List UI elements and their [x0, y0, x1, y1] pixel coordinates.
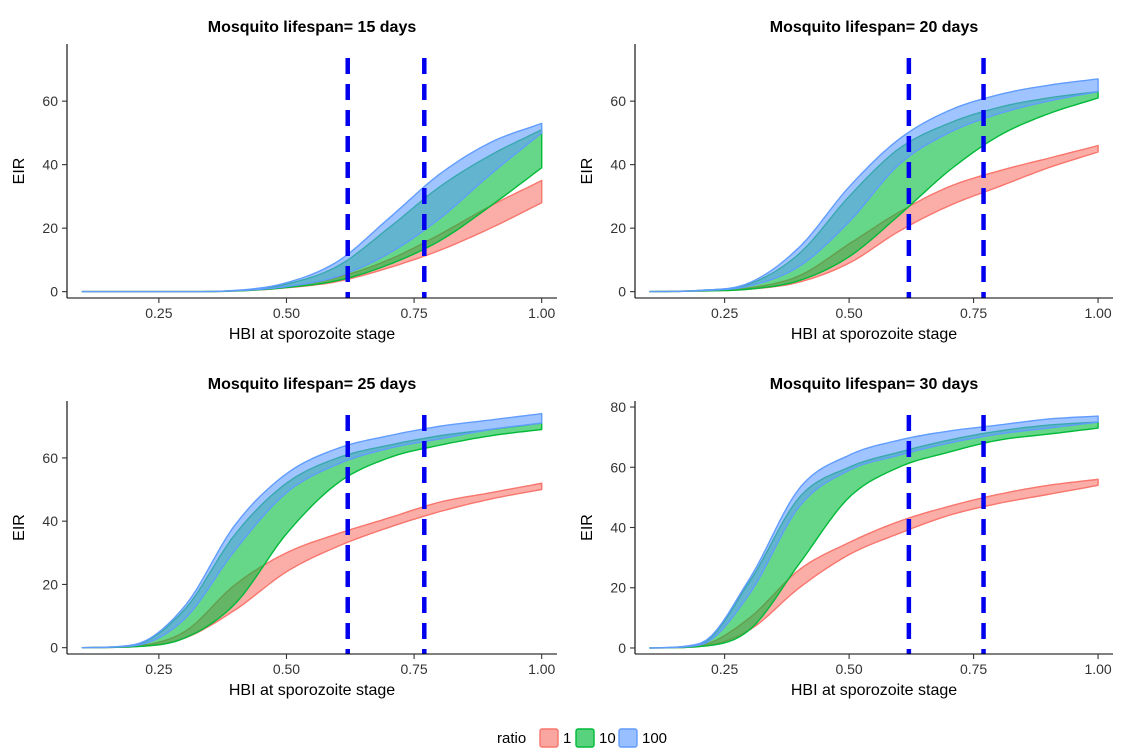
y-tick-label: 0 [50, 640, 58, 656]
x-tick-label: 0.75 [400, 661, 427, 677]
x-tick-label: 0.25 [145, 661, 172, 677]
y-tick-label: 0 [618, 284, 626, 300]
panel-title: Mosquito lifespan= 15 days [208, 19, 417, 36]
ribbon-ratio-10 [81, 422, 543, 649]
ribbon-ratio-100 [649, 78, 1099, 293]
ribbon-ratio-100 [649, 415, 1099, 649]
x-tick-label: 0.75 [960, 305, 987, 321]
y-tick-label: 40 [610, 520, 626, 536]
panel-3: Mosquito lifespan= 25 days 0.25 0.50 0.75 1.… [11, 376, 557, 699]
x-tick-label: 0.25 [145, 305, 172, 321]
legend-label-100: 100 [642, 730, 667, 747]
y-tick-label: 0 [618, 640, 626, 656]
x-tick-label: 1.00 [528, 661, 555, 677]
y-tick-label: 80 [610, 399, 626, 415]
panel-1: Mosquito lifespan= 15 days 0.25 0.50 0.75 1.… [11, 19, 557, 343]
legend: ratio 1 10 100 [497, 728, 667, 748]
y-tick-label: 60 [610, 93, 626, 109]
y-axis-label: EIR [11, 514, 28, 541]
y-tick-label: 40 [42, 157, 58, 173]
x-axis-label: HBI at sporozoite stage [791, 326, 957, 343]
y-tick-label: 40 [610, 157, 626, 173]
ribbon-ratio-100 [81, 122, 543, 293]
x-tick-label: 1.00 [1084, 305, 1111, 321]
x-axis-label: HBI at sporozoite stage [229, 326, 395, 343]
y-tick-label: 20 [610, 580, 626, 596]
y-axis-label: EIR [579, 514, 596, 541]
y-tick-label: 20 [42, 576, 58, 592]
x-tick-label: 0.25 [711, 305, 738, 321]
x-axis-label: HBI at sporozoite stage [229, 682, 395, 699]
ribbon-ratio-100 [81, 412, 543, 649]
x-tick-label: 0.50 [835, 305, 862, 321]
y-tick-label: 20 [610, 220, 626, 236]
legend-label-1: 1 [563, 730, 571, 747]
ribbon-ratio-1 [649, 478, 1099, 649]
x-tick-label: 0.50 [273, 661, 300, 677]
y-tick-label: 60 [42, 93, 58, 109]
legend-key-100 [618, 728, 638, 748]
panel-title: Mosquito lifespan= 20 days [770, 19, 979, 36]
y-axis-label: EIR [11, 158, 28, 185]
y-tick-label: 40 [42, 513, 58, 529]
x-tick-label: 0.50 [273, 305, 300, 321]
ribbon-ratio-1 [81, 482, 543, 649]
legend-title: ratio [497, 730, 526, 747]
legend-key-1 [539, 728, 559, 748]
x-tick-label: 0.75 [400, 305, 427, 321]
panel-title: Mosquito lifespan= 30 days [770, 376, 979, 393]
legend-label-10: 10 [599, 730, 616, 747]
y-tick-label: 20 [42, 220, 58, 236]
y-tick-label: 0 [50, 284, 58, 300]
x-tick-label: 0.75 [960, 661, 987, 677]
x-tick-label: 1.00 [1084, 661, 1111, 677]
y-axis-label: EIR [579, 158, 596, 185]
panel-title: Mosquito lifespan= 25 days [208, 376, 417, 393]
y-tick-label: 60 [610, 459, 626, 475]
legend-key-10 [575, 728, 595, 748]
y-tick-label: 60 [42, 450, 58, 466]
x-tick-label: 1.00 [528, 305, 555, 321]
panel-4: Mosquito lifespan= 30 days 0.25 0.50 0.75 1.… [579, 376, 1113, 699]
x-axis-label: HBI at sporozoite stage [791, 682, 957, 699]
panel-2: Mosquito lifespan= 20 days 0.25 0.50 0.75 1.… [579, 19, 1113, 343]
x-tick-label: 0.50 [835, 661, 862, 677]
x-tick-label: 0.25 [711, 661, 738, 677]
